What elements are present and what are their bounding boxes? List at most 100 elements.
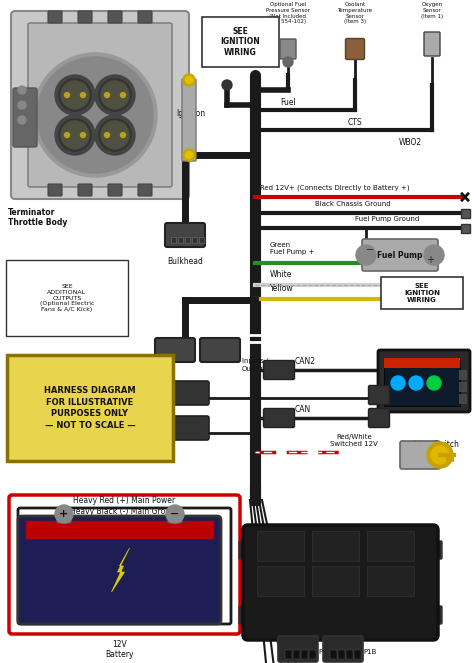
- Text: Green
Fuel Pump +: Green Fuel Pump +: [270, 242, 314, 255]
- FancyBboxPatch shape: [202, 17, 279, 67]
- FancyBboxPatch shape: [161, 416, 209, 440]
- Text: −: −: [170, 509, 180, 519]
- FancyBboxPatch shape: [362, 239, 438, 271]
- Text: Red/White
Switched 12V: Red/White Switched 12V: [330, 434, 378, 447]
- Text: Black Chassis Ground: Black Chassis Ground: [315, 201, 391, 207]
- Text: Heavy Black (-) Main Ground: Heavy Black (-) Main Ground: [70, 507, 180, 516]
- FancyBboxPatch shape: [7, 355, 173, 461]
- FancyBboxPatch shape: [165, 223, 205, 247]
- FancyBboxPatch shape: [6, 260, 128, 336]
- FancyBboxPatch shape: [293, 650, 301, 658]
- FancyBboxPatch shape: [178, 237, 183, 243]
- Circle shape: [427, 376, 441, 390]
- Circle shape: [81, 133, 85, 137]
- FancyBboxPatch shape: [239, 606, 251, 624]
- FancyBboxPatch shape: [346, 38, 365, 60]
- Text: HARNESS DIAGRAM
FOR ILLUSTRATIVE
PURPOSES ONLY
— NOT TO SCALE —: HARNESS DIAGRAM FOR ILLUSTRATIVE PURPOSE…: [44, 386, 136, 430]
- Circle shape: [33, 53, 157, 177]
- FancyBboxPatch shape: [78, 11, 92, 23]
- Circle shape: [55, 75, 95, 115]
- Text: Fuel Pump: Fuel Pump: [377, 251, 423, 259]
- FancyBboxPatch shape: [108, 11, 122, 23]
- Text: +: +: [59, 509, 69, 519]
- Circle shape: [95, 115, 135, 155]
- Text: Coolant
Temperature
Sensor
(Item 3): Coolant Temperature Sensor (Item 3): [337, 2, 373, 25]
- Circle shape: [61, 121, 89, 149]
- FancyBboxPatch shape: [28, 23, 172, 187]
- FancyBboxPatch shape: [368, 408, 390, 428]
- FancyBboxPatch shape: [384, 358, 460, 406]
- FancyBboxPatch shape: [48, 184, 62, 196]
- Circle shape: [356, 245, 376, 265]
- Text: SEE
ADDITIONAL
OUTPUTS
(Optional Electric
Fans & A/C Kick): SEE ADDITIONAL OUTPUTS (Optional Electri…: [40, 284, 94, 312]
- FancyBboxPatch shape: [200, 338, 240, 362]
- Text: SEE
IGNITION
WIRING: SEE IGNITION WIRING: [404, 283, 440, 303]
- Text: Terminator
ECU: Terminator ECU: [320, 528, 361, 548]
- FancyBboxPatch shape: [138, 11, 152, 23]
- FancyBboxPatch shape: [323, 636, 363, 662]
- Circle shape: [183, 149, 195, 161]
- Text: Heavy Red (+) Main Power: Heavy Red (+) Main Power: [73, 496, 175, 505]
- FancyBboxPatch shape: [312, 566, 359, 596]
- FancyBboxPatch shape: [346, 650, 354, 658]
- Text: WBO2: WBO2: [399, 138, 422, 147]
- Circle shape: [431, 446, 449, 464]
- Text: P1A: P1A: [318, 649, 331, 655]
- Text: Inputs /
Outputs: Inputs / Outputs: [242, 359, 270, 371]
- FancyBboxPatch shape: [384, 358, 460, 368]
- Text: SEE
IGNITION
WIRING: SEE IGNITION WIRING: [220, 27, 260, 57]
- Text: CTS: CTS: [348, 118, 362, 127]
- Circle shape: [37, 57, 153, 173]
- Text: Bulkhead: Bulkhead: [167, 257, 203, 266]
- Circle shape: [55, 505, 73, 523]
- Circle shape: [99, 79, 131, 111]
- Circle shape: [59, 79, 91, 111]
- Circle shape: [222, 80, 232, 90]
- Text: Fuel Pump Ground: Fuel Pump Ground: [355, 216, 419, 222]
- Circle shape: [104, 93, 109, 97]
- FancyBboxPatch shape: [18, 516, 221, 624]
- FancyBboxPatch shape: [11, 11, 189, 199]
- FancyBboxPatch shape: [367, 531, 414, 561]
- FancyBboxPatch shape: [462, 223, 471, 233]
- FancyBboxPatch shape: [430, 606, 442, 624]
- Polygon shape: [111, 548, 129, 592]
- Circle shape: [101, 81, 129, 109]
- FancyBboxPatch shape: [430, 541, 442, 559]
- FancyBboxPatch shape: [199, 237, 204, 243]
- Circle shape: [409, 376, 423, 390]
- FancyBboxPatch shape: [257, 531, 304, 561]
- FancyBboxPatch shape: [185, 237, 190, 243]
- FancyBboxPatch shape: [312, 531, 359, 561]
- FancyBboxPatch shape: [191, 237, 197, 243]
- Circle shape: [95, 75, 135, 115]
- Circle shape: [61, 81, 89, 109]
- Text: P1B: P1B: [363, 649, 376, 655]
- FancyBboxPatch shape: [338, 650, 346, 658]
- Text: 3.5" Display: 3.5" Display: [401, 350, 447, 359]
- FancyBboxPatch shape: [171, 237, 176, 243]
- Circle shape: [185, 152, 192, 158]
- FancyBboxPatch shape: [78, 184, 92, 196]
- Circle shape: [166, 505, 184, 523]
- Circle shape: [183, 74, 195, 86]
- Text: Oxygen
Sensor
(Item 1): Oxygen Sensor (Item 1): [421, 2, 443, 19]
- Text: Relay
(Pre-Installed): Relay (Pre-Installed): [110, 426, 159, 440]
- Text: −: −: [366, 245, 374, 255]
- Text: White: White: [270, 270, 292, 279]
- Circle shape: [18, 101, 26, 109]
- FancyBboxPatch shape: [459, 369, 466, 379]
- Circle shape: [424, 245, 444, 265]
- FancyBboxPatch shape: [161, 381, 209, 405]
- FancyBboxPatch shape: [57, 509, 71, 523]
- FancyBboxPatch shape: [462, 208, 471, 217]
- FancyBboxPatch shape: [278, 636, 318, 662]
- Text: Red 12V+ (Connects Directly to Battery +): Red 12V+ (Connects Directly to Battery +…: [260, 184, 410, 191]
- Circle shape: [81, 93, 85, 97]
- FancyBboxPatch shape: [257, 566, 304, 596]
- Circle shape: [391, 376, 405, 390]
- Text: CAN: CAN: [295, 405, 311, 414]
- FancyBboxPatch shape: [48, 11, 62, 23]
- FancyBboxPatch shape: [367, 566, 414, 596]
- FancyBboxPatch shape: [168, 509, 182, 523]
